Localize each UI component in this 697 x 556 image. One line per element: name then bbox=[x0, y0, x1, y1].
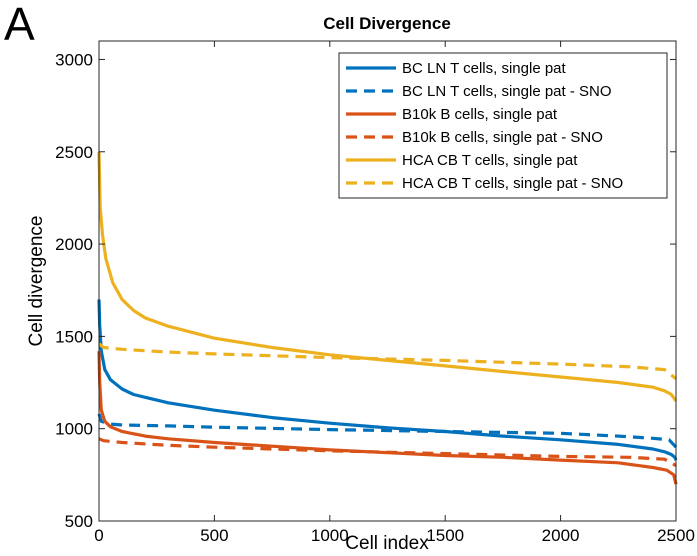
y-tick-label: 500 bbox=[65, 512, 93, 531]
y-tick-label: 1000 bbox=[55, 420, 93, 439]
legend-label-6: HCA CB T cells, single pat - SNO bbox=[402, 175, 623, 192]
y-tick-label: 2500 bbox=[55, 143, 93, 162]
series-line-1 bbox=[97, 299, 678, 461]
legend-label-1: BC LN T cells, single pat bbox=[402, 60, 567, 77]
x-tick-label: 500 bbox=[200, 526, 228, 545]
series-layer bbox=[97, 151, 678, 485]
legend-label-2: BC LN T cells, single pat - SNO bbox=[402, 83, 612, 100]
series-line-5 bbox=[97, 151, 678, 402]
axes-box bbox=[98, 40, 677, 522]
y-tick-label: 3000 bbox=[55, 50, 93, 69]
x-axis: 0 500 1000 1500 2000 2500 bbox=[94, 41, 695, 545]
x-tick-label: 2000 bbox=[542, 526, 580, 545]
y-tick-label: 1500 bbox=[55, 327, 93, 346]
panel-letter: A bbox=[4, 0, 35, 50]
y-tick-label: 2000 bbox=[55, 235, 93, 254]
legend-label-3: B10k B cells, single pat bbox=[402, 106, 558, 123]
series-line-3 bbox=[97, 351, 678, 485]
series-line-2 bbox=[97, 413, 678, 449]
chart-title: Cell Divergence bbox=[323, 14, 451, 33]
legend-label-5: HCA CB T cells, single pat bbox=[402, 152, 578, 169]
legend: BC LN T cells, single pat BC LN T cells, … bbox=[338, 52, 668, 199]
x-tick-label: 1500 bbox=[426, 526, 464, 545]
y-axis-label: Cell divergence bbox=[26, 216, 47, 347]
x-axis-label: Cell index bbox=[345, 533, 429, 554]
x-tick-label: 0 bbox=[94, 526, 103, 545]
x-tick-label: 1000 bbox=[311, 526, 349, 545]
y-axis: 500 1000 1500 2000 2500 3000 bbox=[55, 50, 676, 531]
legend-label-4: B10k B cells, single pat - SNO bbox=[402, 129, 603, 146]
legend-box bbox=[338, 52, 668, 199]
series-line-4 bbox=[98, 437, 677, 467]
series-line-6 bbox=[97, 342, 677, 381]
x-tick-label: 2500 bbox=[657, 526, 695, 545]
